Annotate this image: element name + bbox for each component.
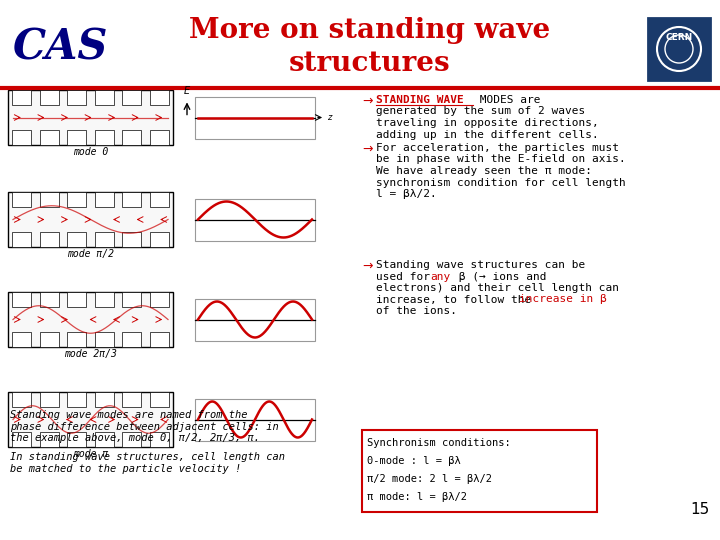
Text: CERN: CERN bbox=[665, 32, 693, 42]
Text: of the ions.: of the ions. bbox=[376, 306, 457, 316]
Bar bbox=[12, 130, 32, 145]
Bar bbox=[40, 90, 59, 105]
Bar bbox=[94, 431, 114, 447]
Text: π/2 mode: 2 l = βλ/2: π/2 mode: 2 l = βλ/2 bbox=[367, 474, 492, 484]
Text: electrons) and their cell length can: electrons) and their cell length can bbox=[376, 283, 619, 293]
Text: Standing wave structures can be: Standing wave structures can be bbox=[376, 260, 585, 270]
Text: →: → bbox=[362, 260, 372, 273]
Bar bbox=[122, 431, 141, 447]
Bar bbox=[12, 332, 32, 347]
Bar bbox=[94, 232, 114, 247]
Bar bbox=[40, 130, 59, 145]
Bar bbox=[150, 130, 169, 145]
Bar bbox=[12, 431, 32, 447]
Text: In standing wave structures, cell length can: In standing wave structures, cell length… bbox=[10, 452, 285, 462]
Text: mode π/2: mode π/2 bbox=[67, 249, 114, 259]
Text: MODES are: MODES are bbox=[473, 95, 541, 105]
Bar bbox=[67, 90, 86, 105]
Bar bbox=[150, 431, 169, 447]
Bar bbox=[67, 130, 86, 145]
Bar bbox=[195, 199, 315, 240]
Text: More on standing wave
structures: More on standing wave structures bbox=[189, 17, 551, 77]
Text: phase difference between adjacent cells: in: phase difference between adjacent cells:… bbox=[10, 422, 279, 431]
Bar bbox=[67, 232, 86, 247]
Text: 0-mode : l = βλ: 0-mode : l = βλ bbox=[367, 456, 461, 466]
Text: mode 2π/3: mode 2π/3 bbox=[64, 349, 117, 359]
Bar bbox=[122, 192, 141, 207]
Bar bbox=[150, 232, 169, 247]
Bar bbox=[94, 332, 114, 347]
Bar bbox=[67, 332, 86, 347]
Bar bbox=[8, 90, 173, 145]
Bar bbox=[67, 292, 86, 307]
Bar bbox=[40, 392, 59, 407]
Text: Synchronism conditions:: Synchronism conditions: bbox=[367, 438, 510, 448]
Text: E: E bbox=[184, 86, 190, 97]
Bar bbox=[40, 332, 59, 347]
Text: be in phase with the E-field on axis.: be in phase with the E-field on axis. bbox=[376, 154, 626, 165]
Bar bbox=[94, 130, 114, 145]
Bar bbox=[12, 192, 32, 207]
Bar bbox=[94, 392, 114, 407]
Text: increase in β: increase in β bbox=[519, 294, 607, 305]
Bar bbox=[195, 399, 315, 441]
Bar bbox=[94, 192, 114, 207]
Text: mode 0: mode 0 bbox=[73, 147, 108, 157]
Bar bbox=[150, 332, 169, 347]
Bar bbox=[12, 292, 32, 307]
Bar bbox=[40, 192, 59, 207]
Text: 15: 15 bbox=[690, 502, 710, 517]
Bar bbox=[122, 130, 141, 145]
Text: adding up in the different cells.: adding up in the different cells. bbox=[376, 130, 599, 139]
Bar bbox=[40, 431, 59, 447]
Bar bbox=[195, 299, 315, 341]
Text: π mode: l = βλ/2: π mode: l = βλ/2 bbox=[367, 492, 467, 502]
Bar bbox=[362, 430, 597, 512]
Bar bbox=[8, 192, 173, 247]
Text: We have already seen the π mode:: We have already seen the π mode: bbox=[376, 166, 592, 176]
Text: →: → bbox=[362, 143, 372, 156]
Bar bbox=[122, 292, 141, 307]
Bar bbox=[12, 90, 32, 105]
Bar bbox=[122, 392, 141, 407]
Bar bbox=[94, 292, 114, 307]
Bar bbox=[12, 392, 32, 407]
Bar bbox=[8, 392, 173, 447]
Text: Standing wave modes are named from the: Standing wave modes are named from the bbox=[10, 410, 248, 420]
Text: STANDING WAVE: STANDING WAVE bbox=[376, 95, 464, 105]
Text: generated by the sum of 2 waves: generated by the sum of 2 waves bbox=[376, 106, 585, 117]
Text: the example above, mode 0, π/2, 2π/3, π.: the example above, mode 0, π/2, 2π/3, π. bbox=[10, 433, 260, 443]
Bar bbox=[122, 332, 141, 347]
Bar bbox=[122, 232, 141, 247]
Bar bbox=[150, 192, 169, 207]
Text: be matched to the particle velocity !: be matched to the particle velocity ! bbox=[10, 463, 241, 474]
Bar bbox=[150, 292, 169, 307]
Bar bbox=[40, 232, 59, 247]
Bar bbox=[12, 232, 32, 247]
Text: traveling in opposite directions,: traveling in opposite directions, bbox=[376, 118, 599, 128]
Bar bbox=[122, 90, 141, 105]
Text: β (→ ions and: β (→ ions and bbox=[452, 272, 546, 281]
Text: mode π: mode π bbox=[73, 449, 108, 459]
Text: l = βλ/2.: l = βλ/2. bbox=[376, 189, 437, 199]
Text: →: → bbox=[362, 95, 372, 108]
Bar bbox=[150, 392, 169, 407]
Text: synchronism condition for cell length: synchronism condition for cell length bbox=[376, 178, 626, 187]
Text: z: z bbox=[327, 113, 331, 122]
Bar bbox=[150, 90, 169, 105]
Text: any: any bbox=[430, 272, 450, 281]
Text: used for: used for bbox=[376, 272, 437, 281]
Bar bbox=[67, 192, 86, 207]
Bar bbox=[40, 292, 59, 307]
Bar bbox=[94, 90, 114, 105]
Bar bbox=[8, 292, 173, 347]
Text: CAS: CAS bbox=[12, 27, 108, 69]
Bar bbox=[67, 392, 86, 407]
Bar bbox=[195, 97, 315, 138]
Text: increase, to follow the: increase, to follow the bbox=[376, 294, 538, 305]
Text: For acceleration, the particles must: For acceleration, the particles must bbox=[376, 143, 619, 153]
Bar bbox=[648, 18, 710, 80]
Bar bbox=[67, 431, 86, 447]
